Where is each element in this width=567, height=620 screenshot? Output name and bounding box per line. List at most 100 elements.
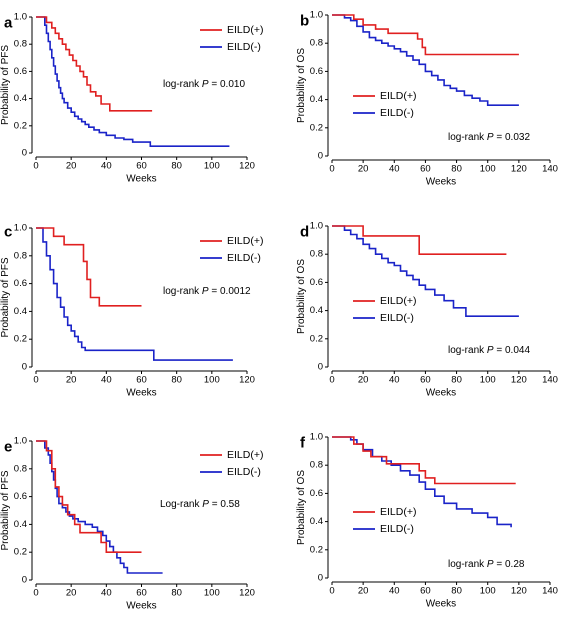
logrank-annotation-f: log-rank P = 0.28 [448, 559, 525, 570]
x-tick-label-b-4: 80 [451, 163, 462, 174]
x-axis-label-a: Weeks [126, 173, 156, 184]
x-axis-label-f: Weeks [426, 598, 456, 609]
y-tick-label-e-1: 0.2 [14, 547, 27, 558]
logrank-annotation-d: log-rank P = 0.044 [448, 345, 530, 356]
y-tick-label-c-0: 0 [22, 362, 27, 373]
x-tick-label-d-7: 140 [542, 374, 558, 385]
x-tick-label-b-6: 120 [511, 163, 527, 174]
x-tick-label-c-1: 20 [66, 374, 77, 385]
x-tick-label-e-4: 80 [171, 587, 182, 598]
x-axis-label-c: Weeks [126, 387, 156, 398]
series-line-d-eild-pos [332, 225, 507, 255]
legend-label-b-0: EILD(+) [380, 90, 416, 102]
legend-e: EILD(+) EILD(-) [200, 449, 263, 478]
legend-label-c-0: EILD(+) [227, 235, 263, 247]
panel-e: e 0 0.2 0.4 0.6 0.8 1.0 0 20 40 60 80 100 120 Weeks Pro… [0, 436, 263, 612]
y-tick-label-c-2: 0.4 [14, 306, 27, 317]
y-tick-label-c-5: 1.0 [14, 223, 27, 234]
y-tick-label-d-2: 0.4 [310, 305, 323, 316]
x-tick-label-a-0: 0 [33, 160, 38, 171]
x-tick-label-f-4: 80 [451, 585, 462, 596]
x-axis-label-e: Weeks [126, 600, 156, 611]
x-tick-label-a-2: 40 [101, 160, 112, 171]
x-tick-label-d-2: 40 [389, 374, 400, 385]
panel-c: c 0 0.2 0.4 0.6 0.8 1.0 0 20 40 60 80 100 120 Weeks Pro… [0, 223, 263, 399]
x-tick-label-c-0: 0 [33, 374, 38, 385]
series-line-a-eild-pos [36, 16, 153, 112]
x-tick-label-a-4: 80 [171, 160, 182, 171]
series-line-b-eild-pos [332, 14, 519, 56]
x-tick-label-f-6: 120 [511, 585, 527, 596]
x-tick-label-b-5: 100 [480, 163, 496, 174]
series-line-c-eild-pos [36, 227, 142, 307]
y-axis-label-a: Probability of PFS [0, 45, 11, 125]
legend-label-a-1: EILD(-) [227, 41, 261, 53]
x-tick-label-a-5: 100 [204, 160, 220, 171]
x-tick-label-d-3: 60 [420, 374, 431, 385]
x-tick-label-e-3: 60 [136, 587, 147, 598]
series-line-c-eild-neg [36, 227, 233, 361]
y-tick-label-f-2: 0.4 [310, 516, 323, 527]
x-tick-label-b-7: 140 [542, 163, 558, 174]
y-tick-label-b-4: 0.8 [310, 38, 323, 49]
legend-c: EILD(+) EILD(-) [200, 235, 263, 264]
legend-label-d-1: EILD(-) [380, 312, 414, 324]
legend-a: EILD(+) EILD(-) [200, 24, 263, 53]
panel-d: d 0 0.2 0.4 0.6 0.8 1.0 0 20 40 60 80 100 120 140 Weeks… [296, 221, 558, 399]
y-tick-label-c-1: 0.2 [14, 334, 27, 345]
y-tick-label-c-3: 0.6 [14, 278, 27, 289]
y-tick-label-b-2: 0.4 [310, 94, 323, 105]
x-tick-label-a-3: 60 [136, 160, 147, 171]
legend-label-d-0: EILD(+) [380, 295, 416, 307]
x-tick-label-c-3: 60 [136, 374, 147, 385]
x-tick-label-f-0: 0 [329, 585, 334, 596]
x-tick-label-f-3: 60 [420, 585, 431, 596]
panel-letter-d: d [300, 223, 309, 240]
y-axis-label-d: Probability of OS [296, 259, 307, 334]
panel-b: b 0 0.2 0.4 0.6 0.8 1.0 0 20 40 60 80 100 120 140 Weeks… [296, 10, 558, 188]
logrank-annotation-b: log-rank P = 0.032 [448, 132, 530, 143]
y-tick-label-e-2: 0.4 [14, 519, 27, 530]
series-line-f-eild-pos [332, 436, 516, 485]
x-tick-label-d-0: 0 [329, 374, 334, 385]
y-tick-label-f-3: 0.6 [310, 488, 323, 499]
x-tick-label-e-0: 0 [33, 587, 38, 598]
x-tick-label-b-0: 0 [329, 163, 334, 174]
x-tick-label-b-3: 60 [420, 163, 431, 174]
x-tick-label-f-5: 100 [480, 585, 496, 596]
series-line-d-eild-neg [332, 225, 519, 317]
y-tick-label-b-0: 0 [318, 151, 323, 162]
y-tick-label-b-5: 1.0 [310, 10, 323, 21]
x-tick-label-a-1: 20 [66, 160, 77, 171]
x-tick-label-e-5: 100 [204, 587, 220, 598]
y-tick-label-e-4: 0.8 [14, 463, 27, 474]
panel-letter-c: c [4, 223, 12, 240]
panel-letter-b: b [300, 12, 309, 29]
panel-letter-a: a [4, 14, 13, 31]
x-tick-label-e-6: 120 [239, 587, 255, 598]
series-line-a-eild-neg [36, 16, 230, 147]
y-tick-label-e-0: 0 [22, 575, 27, 586]
y-tick-label-d-4: 0.8 [310, 249, 323, 260]
y-tick-label-b-3: 0.6 [310, 66, 323, 77]
series-line-e-eild-neg [36, 440, 163, 574]
x-tick-label-d-5: 100 [480, 374, 496, 385]
y-axis-label-b: Probability of OS [296, 48, 307, 123]
legend-label-f-0: EILD(+) [380, 506, 416, 518]
y-tick-label-d-0: 0 [318, 362, 323, 373]
y-tick-label-a-5: 1.0 [14, 12, 27, 23]
x-tick-label-c-6: 120 [239, 374, 255, 385]
y-axis-label-f: Probability of OS [296, 470, 307, 545]
y-axis-label-e: Probability of PFS [0, 470, 11, 550]
legend-label-f-1: EILD(-) [380, 523, 414, 535]
y-tick-label-e-5: 1.0 [14, 436, 27, 447]
legend-f: EILD(+) EILD(-) [353, 506, 416, 535]
y-tick-label-f-0: 0 [318, 573, 323, 584]
x-tick-label-c-5: 100 [204, 374, 220, 385]
x-tick-label-f-2: 40 [389, 585, 400, 596]
legend-label-e-1: EILD(-) [227, 466, 261, 478]
logrank-annotation-c: log-rank P = 0.0012 [163, 286, 251, 297]
legend-label-c-1: EILD(-) [227, 252, 261, 264]
y-tick-label-a-0: 0 [22, 148, 27, 159]
